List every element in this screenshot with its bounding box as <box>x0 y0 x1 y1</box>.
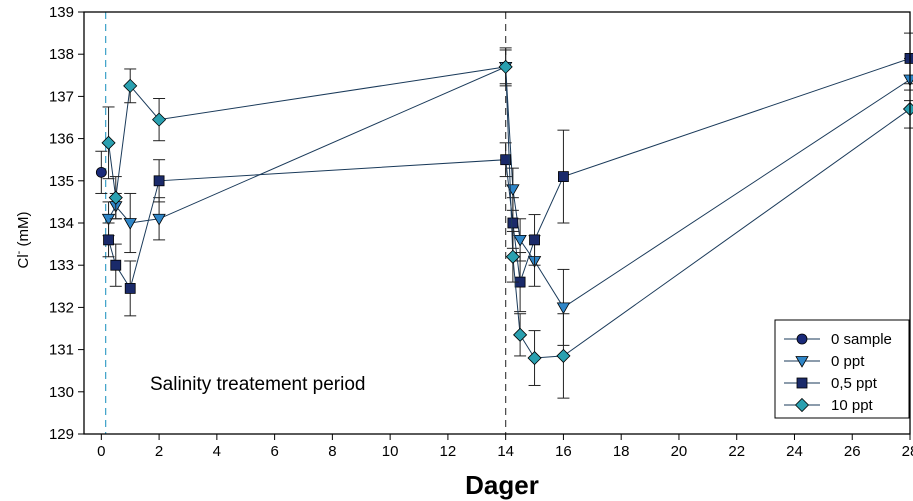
legend-label: 0 sample <box>831 331 892 348</box>
y-tick-label: 134 <box>49 215 74 232</box>
legend-label: 0 ppt <box>831 353 865 370</box>
data-point <box>556 302 571 315</box>
x-tick-label: 20 <box>671 443 688 460</box>
data-point <box>124 283 136 294</box>
legend-marker <box>794 397 810 413</box>
y-axis-title-superscript: - <box>13 250 25 254</box>
x-axis-title: Dager <box>465 470 539 500</box>
y-tick-label: 139 <box>49 4 74 21</box>
data-point <box>498 59 513 74</box>
data-point <box>153 175 165 187</box>
x-tick-label: 0 <box>97 443 105 460</box>
x-tick-label: 8 <box>328 443 336 460</box>
data-point <box>527 350 542 366</box>
y-axis-title-unit: (mM) <box>15 212 32 251</box>
legend-label: 10 ppt <box>831 397 874 414</box>
data-point <box>507 217 519 229</box>
series-line <box>108 66 911 359</box>
legend-marker <box>796 377 808 389</box>
y-tick-label: 132 <box>49 299 74 316</box>
x-tick-label: 12 <box>440 443 457 460</box>
y-tick-label: 131 <box>49 342 74 359</box>
series-3 <box>101 47 913 399</box>
data-point <box>500 154 512 166</box>
data-point <box>110 259 122 271</box>
y-tick-label: 133 <box>49 257 74 274</box>
data-point <box>558 171 569 182</box>
y-axis-title-main: Cl <box>15 254 32 268</box>
data-point <box>123 78 138 93</box>
series-0 <box>95 150 108 194</box>
series-line <box>108 57 911 290</box>
data-point <box>108 190 123 205</box>
legend-marker <box>796 333 808 345</box>
data-point <box>505 249 520 264</box>
y-tick-label: 135 <box>49 173 74 190</box>
data-point <box>95 166 107 178</box>
x-tick-label: 24 <box>786 443 803 460</box>
y-tick-label: 129 <box>49 426 74 443</box>
data-point <box>103 234 114 246</box>
reference-lines <box>105 12 507 434</box>
legend: 0 sample 0 ppt 0,5 ppt 10 ppt <box>774 319 910 419</box>
x-tick-label: 10 <box>382 443 399 460</box>
data-point <box>152 213 166 226</box>
x-tick-label: 18 <box>613 443 630 460</box>
series-layer <box>95 32 913 399</box>
legend-marker <box>795 356 809 368</box>
x-tick-label: 14 <box>497 443 514 460</box>
data-point <box>904 53 913 64</box>
x-tick-label: 28 <box>902 443 913 460</box>
data-point <box>101 213 116 226</box>
y-tick-label: 136 <box>49 131 74 148</box>
legend-label: 0,5 ppt <box>831 375 878 392</box>
x-tick-label: 4 <box>213 443 221 460</box>
data-point <box>556 348 571 363</box>
data-point <box>902 101 913 117</box>
series-2 <box>102 32 913 317</box>
data-point <box>529 234 540 246</box>
series-line <box>108 66 911 309</box>
annotation-salinity-period: Salinity treatement period <box>150 374 365 395</box>
data-point <box>513 327 528 342</box>
x-tick-label: 2 <box>155 443 163 460</box>
x-tick-label: 26 <box>844 443 861 460</box>
data-point <box>513 234 527 247</box>
data-point <box>101 135 116 150</box>
x-tick-label: 22 <box>728 443 745 460</box>
data-point <box>123 218 137 230</box>
y-axis: 129 130 131 132 133 134 135 136 137 138 139 <box>49 4 84 443</box>
x-tick-label: 6 <box>270 443 278 460</box>
y-axis-title: Cl- (mM) <box>13 212 32 269</box>
data-point <box>152 112 167 127</box>
y-tick-label: 130 <box>49 384 74 401</box>
y-tick-label: 137 <box>49 88 74 105</box>
x-tick-label: 16 <box>555 443 572 460</box>
x-axis: 0246810121416182022242628 <box>97 434 913 460</box>
y-tick-label: 138 <box>49 46 74 63</box>
